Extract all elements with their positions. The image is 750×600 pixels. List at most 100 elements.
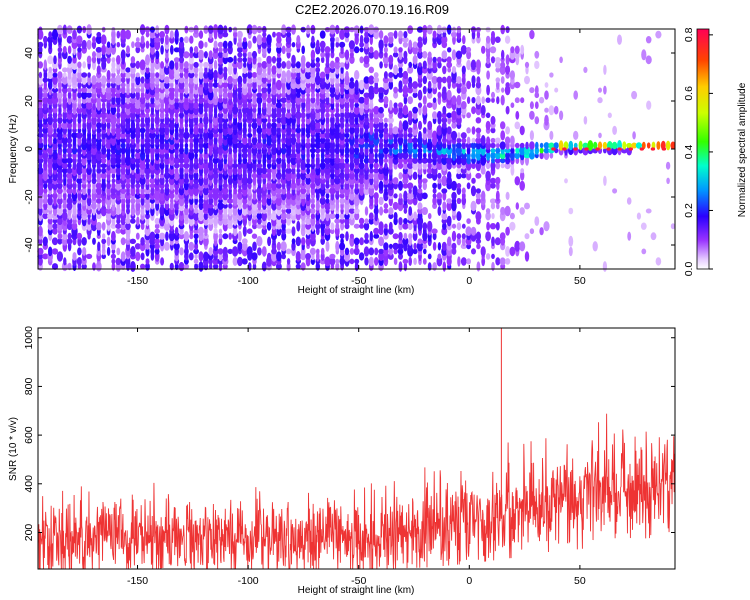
spectrogram-cell <box>315 147 321 154</box>
spectrogram-cell <box>91 156 97 166</box>
spectrogram-cell <box>364 257 369 266</box>
spectrogram-cell <box>76 132 83 139</box>
spectrogram-cell <box>485 35 491 44</box>
spectrogram-cell <box>52 140 58 151</box>
spectrogram-cell <box>160 188 165 194</box>
spectrogram-cell <box>251 72 258 78</box>
spectrogram-cell <box>57 81 63 89</box>
spectrogram-cell <box>276 61 282 69</box>
spectrogram-cell <box>217 51 224 58</box>
spectrogram-cell <box>490 137 496 144</box>
spectrogram-cell <box>178 56 185 64</box>
spectrogram-cell <box>422 127 427 134</box>
spectrogram-cell <box>437 253 442 260</box>
spectrogram-cell <box>344 162 350 170</box>
spectrogram-cell <box>207 89 214 101</box>
spectrogram-cell <box>358 79 365 91</box>
spectrogram-cell <box>111 258 116 265</box>
spectrogram-cell <box>281 146 287 155</box>
spectrogram-cell <box>456 183 462 189</box>
spectrogram-cell <box>52 132 58 139</box>
spectrogram-cell <box>641 141 646 150</box>
spectrogram-cell <box>455 142 462 149</box>
spectrogram-cell <box>86 24 92 36</box>
spectrogram-cell <box>101 157 107 164</box>
spectrogram-cell <box>383 35 389 45</box>
spectrogram-cell <box>170 81 174 89</box>
spectrogram-cell <box>436 124 443 136</box>
spectrogram-cell <box>120 163 127 169</box>
spectrogram-cell <box>436 256 443 267</box>
spectrogram-cell <box>47 181 53 191</box>
spectrogram-cell <box>266 221 272 231</box>
spectrogram-cell <box>262 121 267 130</box>
spectrogram-cell <box>217 258 224 265</box>
spectrogram-cell <box>466 127 471 134</box>
spectrogram-cell <box>460 167 467 175</box>
spectrogram-cell <box>436 192 443 200</box>
spectrogram-cell <box>237 86 243 94</box>
spectrogram-cell <box>101 75 107 85</box>
spectrogram-cell <box>363 26 370 33</box>
spectrogram-cell <box>500 157 506 164</box>
spectrogram-cell <box>116 107 121 114</box>
spectrogram-cell <box>496 142 500 149</box>
spectrogram-cell <box>168 231 175 242</box>
spectrogram-cell <box>57 47 63 53</box>
spectrogram-cell <box>418 62 422 68</box>
spectrogram-cell <box>319 258 326 265</box>
spectrogram-cell <box>456 197 462 205</box>
spectrogram-cell <box>330 222 335 231</box>
spectrogram-cell <box>441 227 448 236</box>
spectrogram-cell <box>603 64 607 75</box>
spectrogram-cell <box>387 227 394 235</box>
spectrogram-cell <box>306 24 311 35</box>
spectrogram-cell <box>198 40 204 49</box>
spectrogram-cell <box>338 51 346 59</box>
spectrogram-cell <box>422 60 427 70</box>
spectrogram-cell <box>378 97 384 103</box>
spectrogram-cell <box>106 121 111 129</box>
spectrogram-peak-cell <box>639 147 644 151</box>
spectrogram-cell <box>96 77 102 83</box>
spectrogram-cell <box>276 35 282 44</box>
spectrogram-cell <box>535 141 539 150</box>
spectrogram-cell <box>202 186 209 196</box>
spectrogram-cell <box>456 25 462 34</box>
spectrogram-cell <box>280 177 287 185</box>
spectrogram-cell <box>471 126 476 135</box>
spectrogram-cell <box>607 112 612 119</box>
spectrogram-cell <box>368 122 374 129</box>
spectrogram-cell <box>223 206 228 216</box>
spectrogram-cell <box>446 24 452 35</box>
spectrogram-cell <box>281 102 286 108</box>
spectrogram-cell <box>646 100 652 110</box>
spectrogram-cell <box>63 257 67 266</box>
spectrogram-cell <box>96 31 102 38</box>
spectrogram-cell <box>38 71 43 79</box>
spectrogram-cell <box>96 51 102 59</box>
spectrogram-cell <box>431 228 438 234</box>
spectrogram-cell <box>77 87 82 93</box>
spectrogram-cell <box>354 146 360 155</box>
spectrogram-cell <box>67 232 72 240</box>
spectrogram-cell <box>237 75 243 85</box>
spectrogram-cell <box>413 257 417 265</box>
spectrogram-cell <box>95 137 102 144</box>
spectrogram-cell <box>295 251 301 262</box>
spectrogram-cell <box>514 176 521 186</box>
spectrogram-cell <box>505 65 511 75</box>
spectrogram-cell <box>339 117 345 124</box>
spectrogram-cell <box>276 251 282 262</box>
spectrogram-cell <box>120 251 126 262</box>
snr-ytick-label: 400 <box>23 475 35 493</box>
spectrogram-cell <box>505 54 510 66</box>
spectrogram-cell <box>373 192 379 200</box>
spectrogram-cell <box>173 57 180 63</box>
spectrogram-cell <box>154 238 160 245</box>
spectrogram-cell <box>125 222 131 231</box>
spectrogram-cell <box>349 248 355 255</box>
spectrogram-cell <box>344 37 350 43</box>
spectrogram-cell <box>56 217 63 226</box>
spectrogram-cell <box>178 233 185 240</box>
